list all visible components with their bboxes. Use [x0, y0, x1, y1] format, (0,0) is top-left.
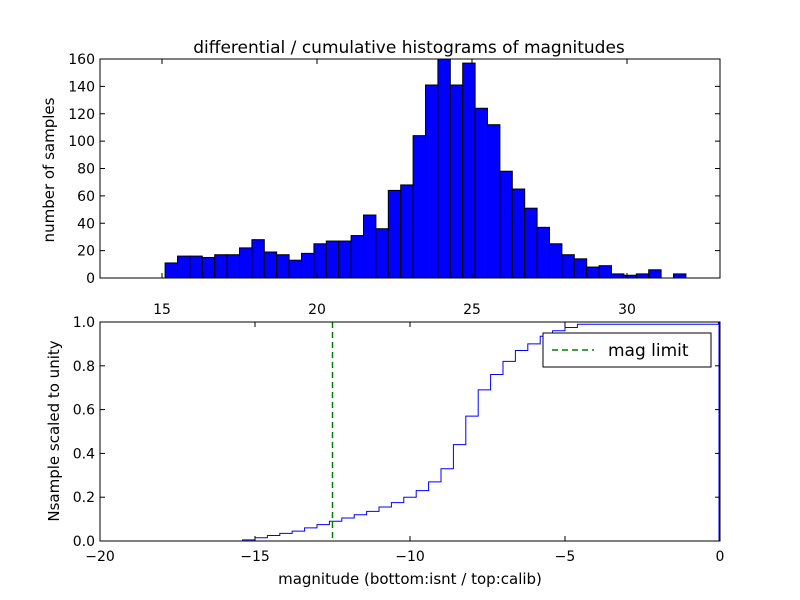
plot-frame	[99, 321, 721, 542]
histogram-bar	[387, 189, 402, 279]
histogram-bar	[325, 240, 340, 279]
x-tick-label: −5	[555, 549, 576, 565]
y-tick-label: 0.4	[73, 446, 95, 462]
legend-label-mag-limit: mag limit	[608, 341, 689, 361]
histogram-bar	[338, 240, 352, 279]
histogram-bars	[164, 58, 687, 279]
histogram-bar	[276, 254, 290, 279]
x-axis-label: magnitude (bottom:isnt / top:calib)	[278, 570, 542, 588]
histogram-bar	[611, 273, 625, 279]
histogram-bar	[214, 254, 228, 279]
histogram-bar	[400, 184, 414, 279]
histogram-bar	[586, 266, 600, 279]
y-tick-label: 0.0	[73, 534, 95, 550]
histogram-bar	[474, 107, 489, 279]
histogram-bar	[635, 273, 650, 279]
histogram-bar	[301, 252, 315, 279]
histogram-bar	[549, 243, 563, 279]
y-tick-label: 0.8	[73, 359, 95, 375]
x-tick-label: 25	[463, 302, 481, 318]
histogram-bar	[226, 254, 241, 279]
x-tick-label: 20	[308, 302, 326, 318]
legend-box	[542, 332, 712, 368]
x-tick-label: 15	[153, 302, 171, 318]
x-tick-label: 0	[716, 549, 725, 565]
y-tick-label: 0	[86, 271, 95, 287]
x-tick-label: 30	[618, 302, 636, 318]
y-tick-label: 100	[68, 134, 95, 150]
histogram-bar	[375, 228, 389, 279]
histogram-bar	[350, 235, 365, 279]
y-axis-label: Nsample scaled to unity	[45, 340, 63, 521]
y-tick-label: 1.0	[73, 315, 95, 331]
histogram-bar	[239, 247, 253, 279]
histogram-bar	[313, 243, 327, 279]
histogram-bar	[288, 259, 303, 279]
histogram-bar	[536, 226, 550, 279]
y-tick-label: 160	[68, 52, 95, 68]
cumulative-histogram: Nsample scaled to unity magnitude (botto…	[45, 315, 724, 588]
histogram-bar	[561, 254, 575, 279]
y-tick-label: 20	[77, 244, 95, 260]
chart-title: differential / cumulative histograms of …	[193, 38, 625, 58]
axis-ticks: 0 20 40 60 80 100 120 140 160 15 20 25 30	[68, 52, 720, 318]
plot-lines	[100, 321, 720, 542]
y-tick-label: 120	[68, 107, 95, 123]
y-tick-label: 0.6	[73, 403, 95, 419]
legend: mag limit	[542, 332, 712, 368]
histogram-bar	[673, 273, 687, 279]
y-tick-label: 60	[77, 189, 95, 205]
histogram-bar	[363, 214, 377, 279]
histogram-bar	[573, 258, 588, 279]
histogram-bar	[437, 58, 451, 279]
histogram-bar	[524, 207, 538, 279]
histogram-bar	[449, 84, 464, 279]
y-tick-label: 40	[77, 216, 95, 232]
plot-frame	[99, 58, 721, 279]
histogram-bar	[164, 262, 179, 279]
x-tick-label: −20	[85, 549, 115, 565]
y-tick-label: 0.2	[73, 490, 95, 506]
histogram-bar	[177, 255, 191, 279]
histogram-bar	[263, 251, 278, 279]
y-tick-label: 140	[68, 79, 95, 95]
histogram-bar	[251, 239, 265, 279]
differential-histogram: differential / cumulative histograms of …	[40, 38, 721, 318]
histogram-bar	[462, 62, 476, 279]
axis-ticks: 0.0 0.2 0.4 0.6 0.8 1.0 −20 −15 −10 −5 0	[73, 315, 725, 565]
histogram-bar	[189, 255, 203, 279]
histogram-bar	[499, 170, 513, 279]
histogram-bar	[598, 265, 612, 279]
histogram-bar	[201, 256, 216, 279]
x-tick-label: −10	[395, 549, 425, 565]
cumulative-step-line	[100, 321, 719, 542]
histogram-bar	[412, 135, 427, 279]
histogram-bar	[511, 188, 526, 279]
histogram-bar	[425, 84, 439, 279]
histogram-bar	[487, 124, 501, 279]
x-tick-label: −15	[240, 549, 270, 565]
y-tick-label: 80	[77, 162, 95, 178]
y-axis-label: number of samples	[40, 97, 58, 242]
histogram-bar	[648, 269, 662, 279]
